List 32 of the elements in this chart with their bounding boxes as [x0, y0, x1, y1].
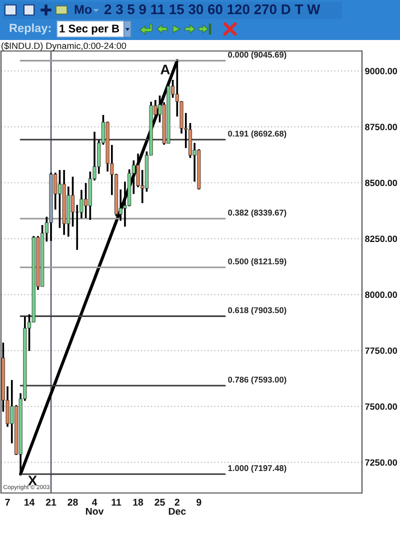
x-tick-label: 9 [196, 498, 202, 506]
y-tick-label: 8500.00 [365, 180, 398, 186]
y-tick-label: 7500.00 [365, 403, 398, 410]
text: Mo [74, 5, 92, 14]
y-tick-label: 7750.00 [365, 347, 398, 354]
series-label: 0.618 (7903.50) [228, 307, 286, 315]
series-label: 0.500 (8121.59) [228, 258, 286, 266]
x-tick-label: 7 [5, 498, 10, 506]
x-tick-label: 11 [112, 498, 122, 506]
series-label: 0.191 (8692.68) [228, 130, 286, 138]
x-tick-label: 18 [133, 498, 144, 506]
chart-title: ($INDU.D) Dynamic,0:00-24:00 [2, 42, 126, 51]
annotation: A [160, 64, 170, 74]
y-tick-label: 7250.00 [365, 459, 398, 466]
series-label: 0.000 (9045.69) [228, 52, 286, 60]
text: 1 Sec per B [60, 24, 120, 35]
x-tick-label: 25 [154, 498, 165, 506]
x-tick-label: 14 [24, 498, 35, 506]
text: Replay: [10, 24, 51, 34]
x-tick-label: 2 Dec [168, 498, 186, 515]
text: 2 3 5 9 11 15 30 60 120 270 D T W [104, 4, 320, 14]
y-tick-label: 8750.00 [365, 124, 398, 130]
x-tick-label: 4 Nov [86, 498, 104, 515]
y-tick-label: 8000.00 [365, 292, 398, 298]
annotation: X [28, 476, 38, 486]
series-label: 1.000 (7197.48) [228, 464, 286, 473]
series-label: 0.382 (8339.67) [228, 209, 286, 218]
x-tick-label: 28 [68, 498, 78, 506]
series-label: 0.786 (7593.00) [228, 376, 286, 384]
x-tick-label: 21 [46, 498, 56, 506]
y-tick-label: 9000.00 [365, 68, 398, 74]
y-tick-label: 8250.00 [365, 236, 398, 242]
